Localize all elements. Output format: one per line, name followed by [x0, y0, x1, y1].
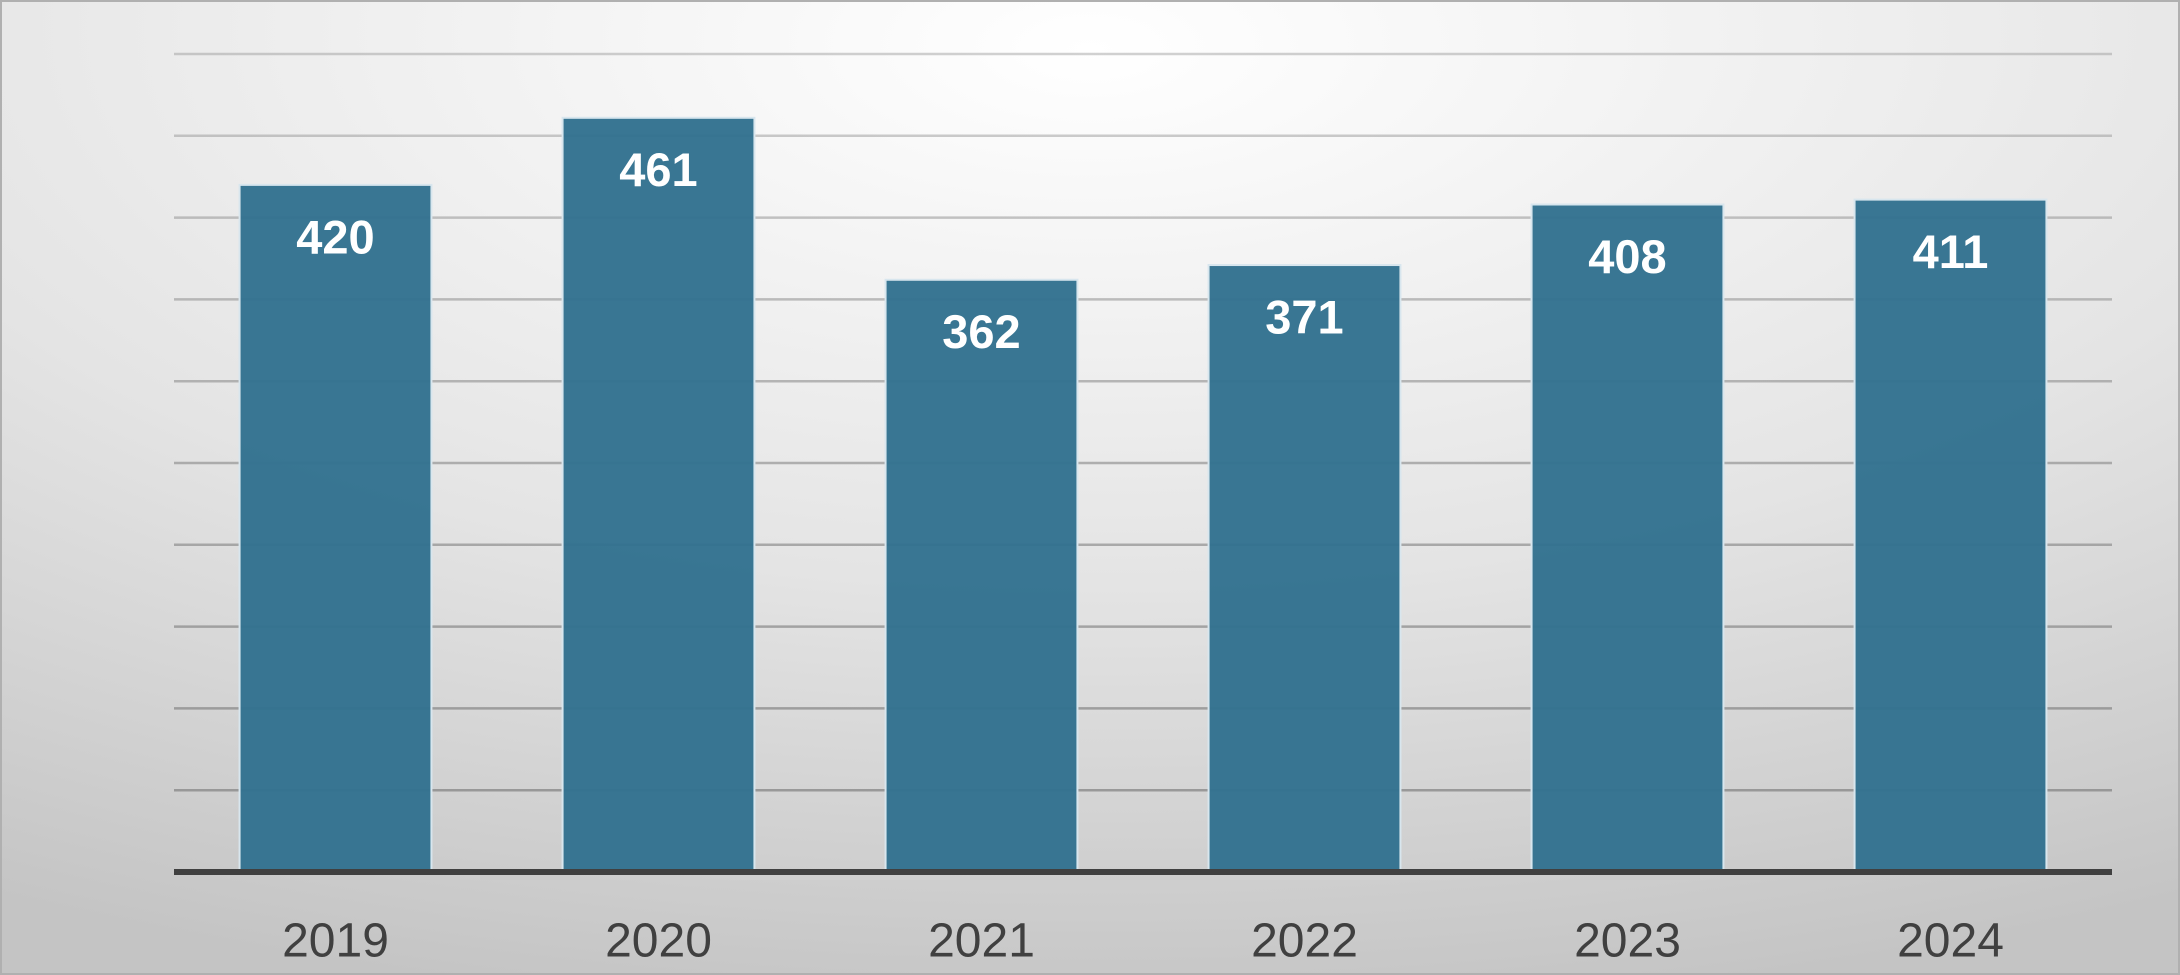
bar — [884, 278, 1079, 873]
data-label: 420 — [296, 210, 374, 263]
x-tick-label: 2020 — [605, 915, 712, 968]
x-tick-label: 2019 — [282, 915, 389, 968]
data-label: 371 — [1265, 290, 1343, 343]
x-tick-label: 2024 — [1897, 915, 2004, 968]
bar — [561, 116, 756, 873]
x-tick-label: 2022 — [1251, 915, 1358, 968]
bar — [1530, 203, 1725, 873]
data-label: 408 — [1588, 230, 1666, 283]
data-label: 461 — [619, 143, 697, 196]
bar — [1207, 264, 1402, 873]
x-tick-label: 2021 — [928, 915, 1035, 968]
bar — [238, 183, 433, 873]
data-label: 411 — [1913, 225, 1989, 278]
bar — [1853, 198, 2048, 873]
data-label: 362 — [942, 305, 1020, 358]
x-tick-label: 2023 — [1574, 915, 1681, 968]
